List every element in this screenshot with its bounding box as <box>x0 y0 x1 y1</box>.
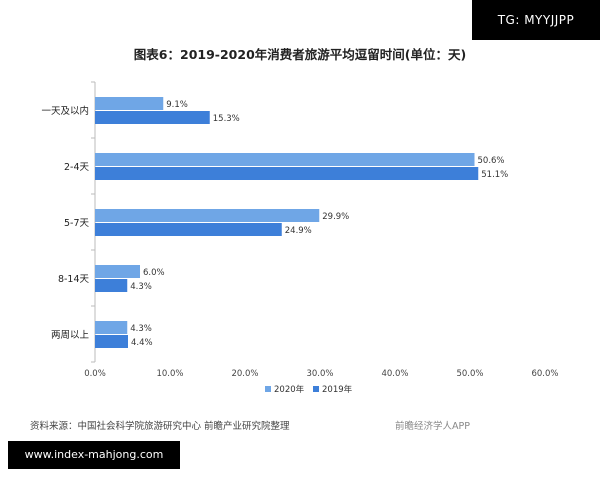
data-label: 4.3% <box>130 324 152 334</box>
x-tick-label: 50.0% <box>456 369 483 379</box>
x-tick-label: 20.0% <box>231 369 258 379</box>
data-label: 15.3% <box>213 114 240 124</box>
legend-swatch <box>265 386 271 392</box>
category-label: 两周以上 <box>51 330 90 341</box>
data-label: 50.6% <box>478 156 505 166</box>
tg-watermark: TG: MYYJJPP <box>472 0 600 40</box>
category-label: 5-7天 <box>64 218 90 229</box>
bar-2020 <box>95 97 164 110</box>
bar-2019 <box>95 223 282 236</box>
data-label: 4.4% <box>131 338 153 348</box>
bar-2020 <box>95 153 475 166</box>
x-tick-label: 0.0% <box>84 369 106 379</box>
bar-2019 <box>95 111 210 124</box>
data-label: 29.9% <box>322 212 349 222</box>
x-tick-label: 60.0% <box>531 369 558 379</box>
category-label: 一天及以内 <box>41 105 89 117</box>
bar-2020 <box>95 209 320 222</box>
bar-chart: 一天及以内 9.1% 15.3% 2-4天 50.6% 51.1% 5-7天 29.9% 24.… <box>41 81 559 395</box>
legend-swatch <box>313 386 319 392</box>
x-tick-label: 40.0% <box>381 369 408 379</box>
chart-title: 图表6：2019-2020年消费者旅游平均逗留时间(单位：天) <box>133 47 467 62</box>
category-label: 8-14天 <box>58 274 90 285</box>
bar-2019 <box>95 167 479 180</box>
bar-2019 <box>95 279 128 292</box>
url-watermark: www.index-mahjong.com <box>8 441 180 469</box>
source-note: 资料来源：中国社会科学院旅游研究中心 前瞻产业研究院整理 <box>30 421 290 432</box>
bar-2020 <box>95 321 128 334</box>
data-label: 24.9% <box>285 226 312 236</box>
data-label: 9.1% <box>166 100 188 110</box>
data-label: 4.3% <box>130 282 152 292</box>
bar-2020 <box>95 265 140 278</box>
x-tick-label: 10.0% <box>156 369 183 379</box>
data-label: 51.1% <box>481 170 508 180</box>
app-credit: 前瞻经济学人APP <box>395 421 470 432</box>
legend-label: 2020年 <box>274 384 305 395</box>
category-label: 2-4天 <box>64 162 90 173</box>
data-label: 6.0% <box>143 268 165 278</box>
legend-label: 2019年 <box>322 384 353 395</box>
x-tick-label: 30.0% <box>306 369 333 379</box>
bar-2019 <box>95 335 128 348</box>
